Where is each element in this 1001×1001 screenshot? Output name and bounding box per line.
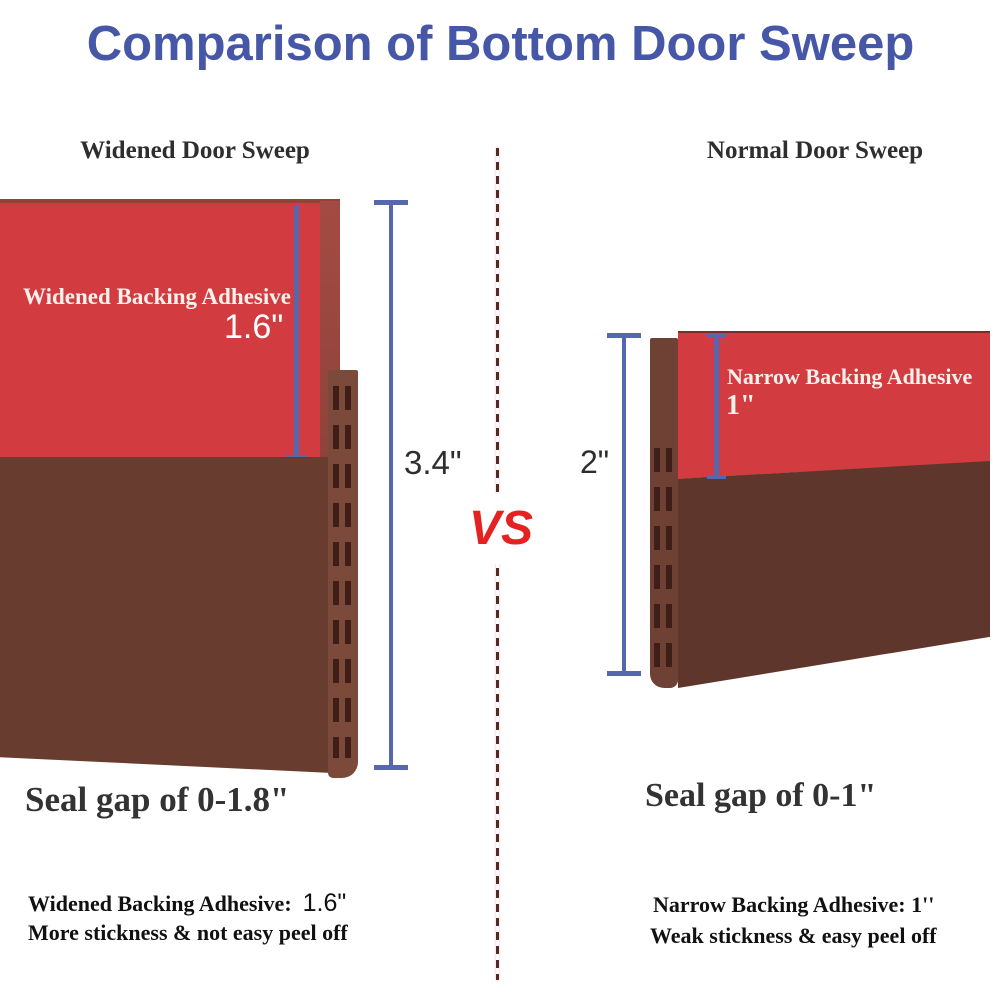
right-footer-adhesive-line: Narrow Backing Adhesive: 1'' (653, 892, 934, 918)
vs-label: VS (448, 493, 554, 564)
dashed-divider-line (496, 148, 499, 980)
left-footer-label: Widened Backing Adhesive: (28, 891, 292, 916)
strip-slot-column (345, 386, 351, 758)
left-footer-note: More stickness & not easy peel off (28, 920, 348, 945)
strip-slot-column (333, 386, 339, 758)
right-seal-gap-label: Seal gap of 0-1" (645, 777, 877, 814)
right-total-height-value: 2" (580, 444, 610, 480)
right-adhesive-measure-top-cap (707, 334, 726, 338)
right-adhesive-width-value: 1" (726, 390, 756, 421)
left-footer-adhesive-line: Widened Backing Adhesive: 1.6" (28, 889, 346, 918)
left-adhesive-measure-line (294, 205, 299, 457)
right-product-heading: Normal Door Sweep (706, 137, 924, 164)
strip-slot-column (666, 448, 672, 676)
left-total-height-value: 3.4" (404, 444, 462, 481)
right-adhesive-measure-line (714, 335, 719, 478)
left-adhesive-width-value: 1.6" (224, 308, 284, 346)
right-footer-label: Narrow Backing Adhesive: (653, 892, 906, 917)
right-total-height-measure-line (622, 334, 626, 675)
page-title: Comparison of Bottom Door Sweep (86, 17, 915, 71)
right-footer-value: 1'' (911, 892, 935, 917)
left-mounting-strip (328, 370, 358, 778)
right-sweep-flap (678, 461, 990, 688)
right-measure-top-cap (607, 333, 641, 338)
left-adhesive-panel-top-edge (0, 199, 340, 204)
right-mounting-strip (650, 338, 678, 688)
right-measure-bottom-cap (607, 671, 641, 676)
left-seal-gap-label: Seal gap of 0-1.8" (25, 780, 290, 819)
strip-slot-column (654, 448, 660, 676)
left-sweep-flap (0, 457, 332, 773)
left-adhesive-label: Widened Backing Adhesive (23, 284, 291, 309)
right-footer-note: Weak stickness & easy peel off (650, 923, 937, 948)
left-measure-top-cap (374, 200, 408, 205)
right-adhesive-panel (678, 333, 990, 479)
left-footer-value: 1.6" (302, 889, 347, 917)
left-product-heading: Widened Door Sweep (80, 137, 310, 164)
right-adhesive-measure-bottom-cap (707, 475, 726, 479)
left-measure-bottom-cap (374, 765, 408, 770)
left-total-height-measure-line (389, 202, 393, 769)
left-adhesive-panel (0, 203, 320, 457)
right-adhesive-label: Narrow Backing Adhesive (727, 364, 973, 389)
